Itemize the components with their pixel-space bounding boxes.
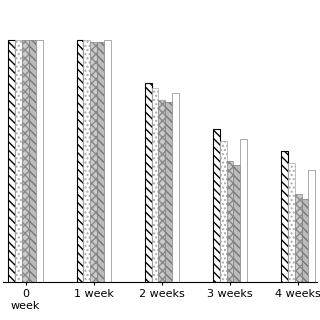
Bar bbox=[227, 161, 234, 282]
Bar bbox=[240, 139, 247, 282]
Bar bbox=[77, 39, 84, 282]
Bar bbox=[22, 39, 29, 282]
Bar bbox=[234, 165, 240, 282]
Bar bbox=[295, 195, 302, 282]
Bar bbox=[308, 170, 315, 282]
Bar bbox=[220, 141, 227, 282]
Bar bbox=[15, 39, 22, 282]
Bar bbox=[288, 163, 295, 282]
Bar bbox=[145, 83, 152, 282]
Bar bbox=[172, 93, 179, 282]
Bar bbox=[90, 42, 97, 282]
Bar bbox=[8, 39, 15, 282]
Bar bbox=[158, 100, 165, 282]
Bar bbox=[36, 39, 43, 282]
Bar bbox=[104, 39, 111, 282]
Bar bbox=[152, 88, 158, 282]
Bar bbox=[97, 42, 104, 282]
Bar bbox=[29, 39, 36, 282]
Bar bbox=[213, 129, 220, 282]
Bar bbox=[302, 199, 308, 282]
Bar bbox=[165, 102, 172, 282]
Bar bbox=[281, 151, 288, 282]
Bar bbox=[84, 39, 90, 282]
